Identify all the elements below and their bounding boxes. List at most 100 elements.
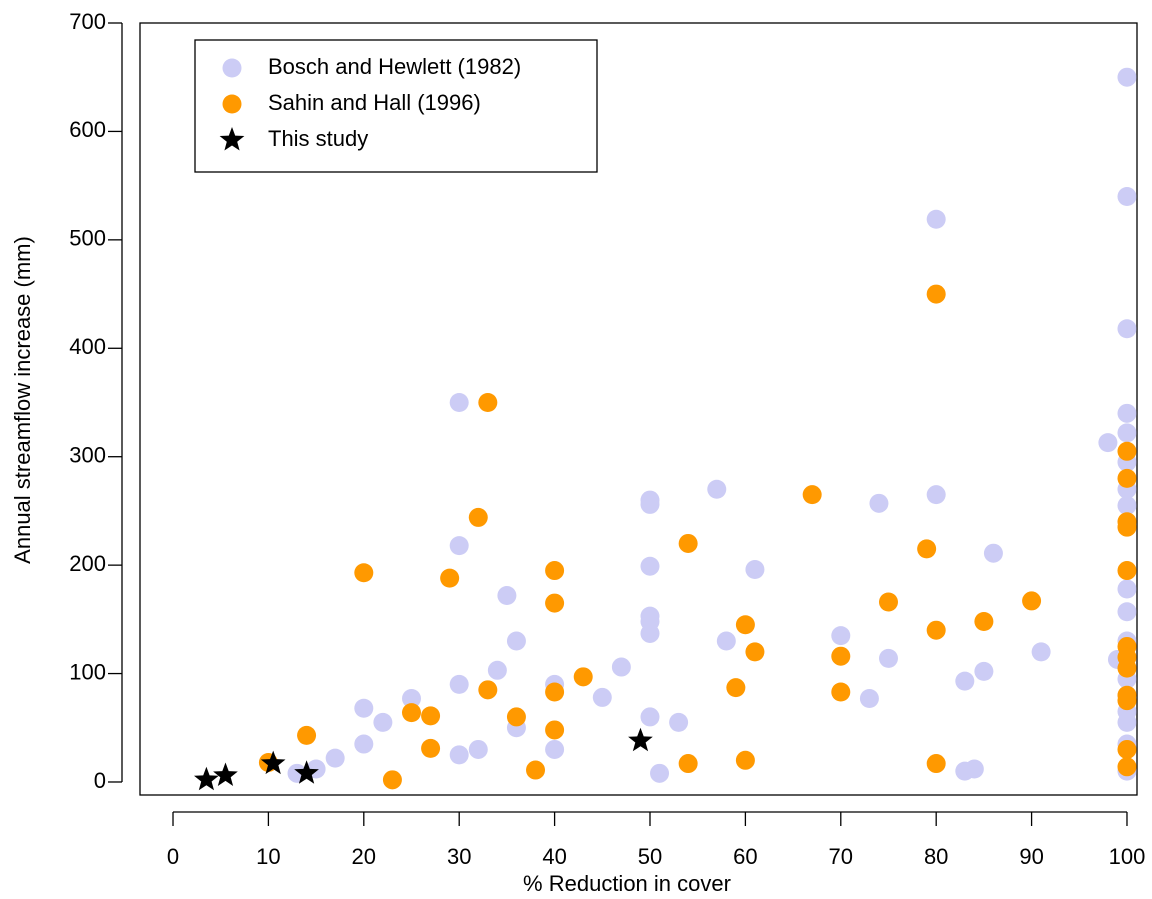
circle-marker (611, 657, 631, 677)
x-tick-label: 0 (167, 844, 179, 869)
circle-marker (1117, 423, 1137, 443)
circle-marker (449, 745, 469, 765)
circle-marker (1117, 579, 1137, 599)
circle-marker (382, 770, 402, 790)
circle-marker (859, 689, 879, 708)
circle-marker (974, 612, 994, 632)
circle-marker (745, 642, 765, 662)
circle-marker (440, 568, 460, 588)
circle-marker (468, 739, 488, 759)
star-marker (213, 762, 238, 786)
circle-marker (1117, 319, 1137, 339)
circle-marker (974, 661, 994, 681)
circle-marker (640, 494, 660, 514)
circle-marker (1117, 186, 1137, 206)
circle-marker (545, 720, 565, 740)
circle-marker (878, 648, 898, 668)
y-tick-label: 200 (69, 551, 106, 576)
y-axis-title: Annual streamflow increase (mm) (10, 236, 35, 564)
x-axis-title: % Reduction in cover (523, 871, 731, 896)
circle-marker (506, 631, 526, 651)
circle-marker (354, 563, 374, 583)
legend-marker (222, 58, 242, 78)
x-tick-label: 40 (542, 844, 566, 869)
legend-label: Bosch and Hewlett (1982) (268, 54, 521, 79)
circle-marker (926, 754, 946, 774)
circle-marker (1117, 67, 1137, 87)
circle-marker (1117, 658, 1137, 678)
circle-marker (1117, 496, 1137, 515)
legend-label: This study (268, 126, 368, 151)
y-tick-label: 400 (69, 334, 106, 359)
legend-marker (222, 94, 242, 114)
circle-marker (1117, 517, 1137, 537)
circle-marker (297, 725, 317, 745)
circle-marker (926, 209, 946, 229)
circle-marker (1117, 757, 1137, 777)
circle-marker (926, 284, 946, 304)
circle-marker (1117, 712, 1137, 732)
x-tick-label: 10 (256, 844, 280, 869)
circle-marker (1022, 591, 1042, 611)
circle-marker (707, 479, 727, 499)
circle-marker (573, 667, 593, 687)
circle-marker (869, 493, 889, 513)
legend-box (194, 39, 598, 173)
circle-marker (506, 707, 526, 727)
circle-marker (421, 738, 441, 758)
circle-marker (449, 536, 469, 556)
legend-marker (219, 127, 245, 151)
circle-marker (926, 485, 946, 505)
y-tick-label: 600 (69, 117, 106, 142)
circle-marker (545, 561, 565, 581)
star-marker (194, 766, 219, 791)
circle-marker (354, 698, 374, 718)
circle-marker (678, 754, 698, 774)
circle-marker (669, 712, 689, 732)
circle-marker (1117, 691, 1137, 711)
circle-marker (468, 507, 488, 527)
circle-marker (983, 543, 1003, 563)
circle-marker (640, 707, 660, 727)
circle-marker (1117, 602, 1137, 622)
circle-marker (373, 712, 393, 732)
y-tick-label: 100 (69, 659, 106, 684)
legend-label: Sahin and Hall (1996) (268, 90, 481, 115)
circle-marker (1117, 561, 1137, 581)
circle-marker (545, 739, 565, 759)
x-tick-label: 60 (733, 844, 757, 869)
circle-marker (1098, 433, 1118, 453)
circle-marker (640, 556, 660, 576)
circle-marker (421, 706, 441, 726)
circle-marker (735, 615, 755, 635)
circle-marker (526, 760, 546, 780)
circle-marker (964, 759, 984, 779)
circle-marker (545, 682, 565, 702)
circle-marker (354, 734, 374, 754)
circle-marker (592, 687, 612, 707)
x-tick-label: 50 (638, 844, 662, 869)
circle-marker (497, 585, 517, 605)
circle-marker (802, 485, 822, 505)
circle-marker (878, 592, 898, 612)
y-tick-label: 700 (69, 9, 106, 34)
circle-marker (716, 631, 736, 651)
x-tick-label: 100 (1109, 844, 1146, 869)
circle-marker (402, 703, 422, 723)
circle-marker (402, 689, 422, 708)
star-marker (628, 727, 653, 752)
circle-marker (478, 680, 498, 700)
x-tick-label: 20 (352, 844, 376, 869)
circle-marker (487, 660, 507, 680)
star-marker (260, 750, 286, 775)
y-tick-label: 300 (69, 443, 106, 468)
y-tick-label: 0 (94, 768, 106, 793)
circle-marker (926, 620, 946, 640)
points (194, 67, 1137, 791)
circle-marker (545, 593, 565, 613)
x-tick-label: 30 (447, 844, 471, 869)
circle-marker (1117, 403, 1137, 423)
circle-marker (1117, 468, 1137, 488)
y-tick-label: 500 (69, 226, 106, 251)
